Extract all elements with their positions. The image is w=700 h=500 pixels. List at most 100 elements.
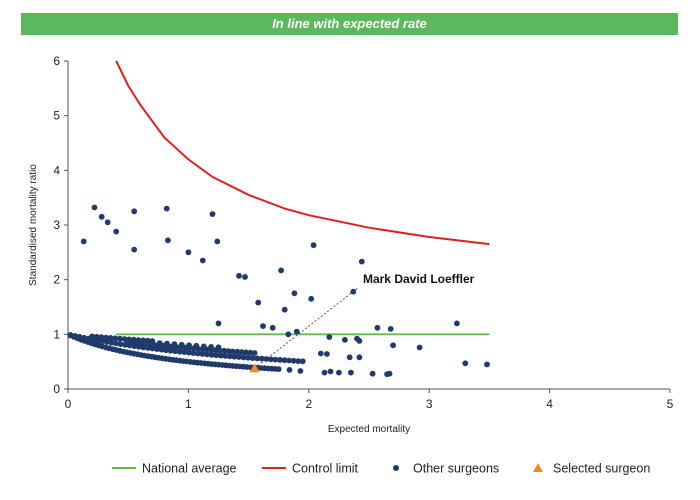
surgeon-point (336, 369, 342, 376)
surgeon-point (130, 336, 137, 343)
surgeon-point (342, 336, 348, 343)
surgeon-point (107, 335, 114, 341)
surgeon-point (186, 342, 193, 349)
surgeon-point (131, 246, 138, 253)
surgeon-point (103, 334, 109, 341)
surgeon-point (113, 340, 119, 347)
surgeon-point (135, 337, 142, 343)
annotation-label: Mark David Loeffler (363, 272, 475, 286)
selected-surgeon-marker (249, 363, 260, 373)
surgeon-point (221, 347, 228, 354)
surgeon-point (229, 348, 236, 355)
annotation: Mark David Loeffler (249, 272, 475, 373)
surgeon-point (93, 333, 100, 340)
surgeon-point (126, 336, 132, 343)
x-tick-label: 2 (305, 397, 312, 411)
surgeon-point (293, 328, 300, 335)
surgeon-point (238, 349, 245, 355)
surgeon-point (484, 361, 490, 368)
surgeon-point (112, 335, 119, 342)
surgeon-point (462, 360, 469, 367)
surgeon-point (190, 350, 197, 356)
surgeon-point (286, 357, 292, 364)
surgeon-point (275, 366, 282, 372)
surgeon-point (80, 238, 87, 245)
surgeon-point (268, 356, 274, 363)
surgeon-point (251, 350, 258, 356)
surgeon-point (217, 352, 224, 359)
x-tick-label: 4 (546, 397, 553, 411)
y-tick-label: 3 (53, 218, 60, 232)
surgeon-point (326, 334, 333, 340)
surgeon-point (324, 351, 330, 357)
surgeon-point (236, 272, 242, 279)
x-tick-label: 1 (185, 397, 192, 411)
y-tick-label: 1 (53, 327, 60, 341)
scatter-points (67, 204, 490, 378)
surgeon-point (178, 341, 185, 348)
surgeon-point (290, 357, 297, 364)
surgeon-point (222, 353, 229, 359)
legend-label: Other surgeons (413, 462, 499, 476)
x-tick-label: 5 (667, 397, 674, 411)
surgeon-point (108, 339, 115, 346)
surgeon-point (310, 242, 317, 249)
x-tick-label: 0 (65, 397, 72, 411)
surgeon-point (247, 349, 254, 356)
surgeon-point (156, 340, 163, 346)
surgeon-point (199, 351, 206, 357)
surgeon-point (245, 354, 252, 361)
surgeon-point (297, 368, 304, 374)
legend-swatch (533, 463, 543, 472)
surgeon-point (193, 342, 200, 349)
surgeon-point (204, 351, 211, 358)
surgeon-point (295, 358, 302, 364)
surgeon-point (236, 354, 242, 360)
surgeon-point (181, 349, 188, 355)
surgeon-point (269, 324, 276, 331)
surgeon-point (258, 355, 265, 362)
status-banner: In line with expected rate (21, 13, 678, 35)
surgeon-point (348, 369, 354, 376)
surgeon-point (234, 348, 241, 355)
surgeon-point (208, 351, 215, 358)
legend-label: National average (142, 462, 237, 476)
surgeon-point (387, 326, 394, 332)
surgeon-point (209, 211, 216, 218)
surgeon-point (131, 208, 138, 215)
surgeon-point (281, 306, 288, 313)
surgeon-point (285, 331, 292, 338)
surgeon-point (165, 237, 171, 244)
surgeon-point (186, 349, 192, 356)
y-axis-label: Standardised mortality ratio (28, 164, 39, 286)
surgeon-point (278, 267, 284, 274)
surgeon-point (416, 344, 423, 351)
y-tick-label: 0 (53, 382, 60, 396)
surgeon-point (163, 205, 170, 212)
surgeon-point (214, 238, 221, 245)
surgeon-point (356, 354, 363, 361)
surgeon-point (260, 323, 266, 329)
surgeon-point (98, 213, 105, 220)
surgeon-point (98, 334, 105, 341)
surgeon-point (272, 356, 279, 363)
surgeon-point (321, 369, 328, 376)
y-tick-label: 4 (53, 163, 60, 177)
axes: 0 1 2 3 4 5 6 0 1 2 3 4 5 Expected mortality Standardi… (28, 54, 674, 435)
control-limit-line (115, 60, 490, 246)
surgeon-point (200, 343, 207, 350)
surgeon-point (369, 370, 376, 377)
surgeon-point (225, 348, 232, 354)
surgeon-point (81, 334, 87, 341)
surgeon-point (281, 357, 288, 364)
surgeon-point (242, 274, 248, 280)
surgeon-point (91, 204, 98, 211)
surgeon-point (117, 341, 124, 347)
y-tick-label: 5 (53, 109, 60, 123)
surgeon-point (67, 332, 74, 338)
surgeon-point (346, 354, 353, 361)
surgeon-point (140, 337, 146, 344)
surgeon-point (386, 370, 393, 377)
surgeon-point (171, 341, 178, 348)
